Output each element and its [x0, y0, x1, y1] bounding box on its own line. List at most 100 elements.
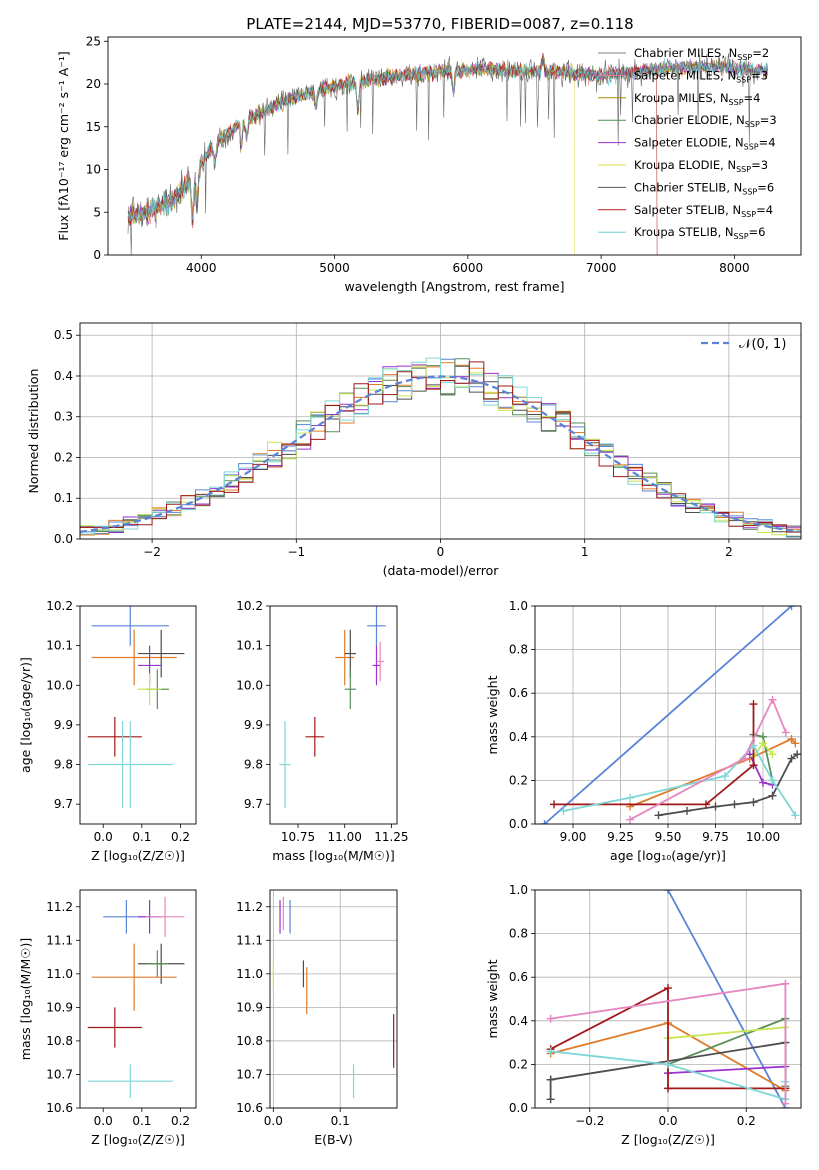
x-tick-label: 6000 [453, 261, 484, 275]
y-tick-label: 9.8 [54, 758, 73, 772]
x-tick-label: 9.00 [560, 830, 587, 844]
x-tick-label: 4000 [186, 261, 217, 275]
series-marker [787, 734, 796, 743]
errorbar-point [87, 720, 173, 809]
x-tick-label: 10.75 [281, 830, 315, 844]
x-axis-label: wavelength [Angstrom, rest frame] [344, 279, 564, 294]
x-tick-label: −2 [143, 545, 161, 559]
series-marker [711, 802, 720, 811]
errorbar-point [145, 950, 169, 978]
legend-entry: Kroupa MILES, NSSP=4 [634, 91, 760, 107]
massweight-vs-Z-axes: −0.2 0.0 0.2 0.0 0.2 0.4 0.6 0.8 1.0 Z [log₁₀(Z/Z… [485, 883, 801, 1147]
errorbar-point [87, 716, 142, 757]
x-axis-label: (data-model)/error [383, 563, 500, 578]
errorbar-point [344, 669, 356, 710]
errorbar-point [145, 896, 185, 937]
errorbar-point [91, 606, 169, 646]
series-line [554, 704, 755, 806]
series-marker [749, 798, 758, 807]
y-axis-label: mass [log₁₀(M/M☉)] [18, 938, 33, 1060]
series-marker [749, 761, 758, 770]
y-tick-label: 9.9 [244, 718, 263, 732]
massweight-vs-Z-frame [534, 889, 802, 1109]
errorbar-point [372, 645, 381, 686]
y-tick-label: 0.5 [54, 328, 73, 342]
x-tick-label: 0.0 [94, 1114, 113, 1128]
x-tick-label: 5000 [319, 261, 350, 275]
y-tick-label: 20 [86, 77, 101, 91]
y-axis-label: mass weight [485, 959, 500, 1038]
y-tick-label: 0.6 [509, 970, 528, 984]
y-tick-label: 0.1 [54, 491, 73, 505]
series-marker [664, 984, 672, 993]
y-tick-label: 10.7 [236, 1067, 263, 1081]
massweight-vs-age-frame [534, 605, 802, 825]
x-axis-label: mass [log₁₀(M/M☉)] [272, 848, 394, 863]
spectrum-marks [127, 52, 768, 255]
series-marker [787, 754, 796, 763]
series-marker [702, 800, 710, 809]
errorbar-point [335, 629, 355, 686]
series-marker [626, 793, 634, 802]
series-marker [768, 776, 777, 785]
series-marker [791, 739, 800, 748]
age-vs-mass-axes: 10.75 11.00 11.25 9.7 9.8 9.9 10.0 10.1 10.2 mass… [236, 599, 408, 863]
y-tick-label: 9.8 [244, 758, 263, 772]
x-tick-label: 9.25 [607, 830, 634, 844]
y-tick-label: 1.0 [509, 883, 528, 897]
y-tick-label: 10.0 [46, 678, 73, 692]
mass-vs-Z-frame [79, 889, 197, 1109]
legend-entry: Chabrier STELIB, NSSP=6 [634, 180, 774, 196]
errorbar-point [305, 716, 325, 757]
x-tick-label: 0.0 [658, 1114, 677, 1128]
x-axis-label: Z [log₁₀(Z/Z☉)] [621, 1132, 715, 1147]
series-line [658, 753, 798, 817]
spectrum-frame [107, 36, 802, 256]
x-tick-label: 11.00 [328, 830, 362, 844]
x-tick-label: 7000 [586, 261, 617, 275]
series-marker [683, 806, 691, 815]
series-line [667, 1026, 786, 1040]
series-marker [768, 695, 777, 704]
y-tick-label: 0.4 [509, 1014, 528, 1028]
y-tick-label: 10.1 [46, 639, 73, 653]
series-marker [787, 606, 796, 610]
x-axis-label: age [log₁₀(age/yr)] [610, 848, 726, 863]
y-tick-label: 0.2 [509, 773, 528, 787]
figure-title: PLATE=2144, MJD=53770, FIBERID=0087, z=0… [246, 15, 633, 33]
x-tick-label: 0.2 [171, 830, 190, 844]
x-tick-label: 0.1 [132, 1114, 151, 1128]
series-line [629, 737, 796, 808]
y-axis-label: Normed distribution [26, 369, 41, 494]
errorbar-point [87, 1007, 142, 1048]
series-marker [768, 791, 777, 800]
y-tick-label: 0.2 [509, 1057, 528, 1071]
x-tick-label: 0.0 [94, 830, 113, 844]
y-tick-label: 0.8 [509, 643, 528, 657]
mass-vs-EBV-axes: 0.0 0.1 10.6 10.7 10.8 10.9 11.0 11.1 11.2 E(B-V) [236, 890, 397, 1147]
y-tick-label: 9.7 [244, 797, 263, 811]
series-marker [546, 1014, 555, 1023]
x-axis-label: Z [log₁₀(Z/Z☉)] [91, 848, 185, 863]
y-tick-label: 0.6 [509, 686, 528, 700]
residual-histogram-frame [79, 322, 802, 540]
spectrum-axes: 4000 5000 6000 7000 8000 0 5 10 15 20 25 wavelength… [56, 34, 750, 294]
y-tick-label: 10.0 [236, 678, 263, 692]
series-marker [540, 820, 549, 824]
legend-entry: Kroupa ELODIE, NSSP=3 [634, 158, 768, 174]
y-tick-label: 9.7 [54, 797, 73, 811]
y-tick-label: 10.9 [236, 1000, 263, 1014]
y-tick-label: 0.3 [54, 410, 73, 424]
age-vs-Z-marks [87, 606, 185, 809]
errorbar-point [138, 629, 185, 678]
series-marker [730, 800, 739, 809]
x-tick-label: 0.1 [331, 1114, 350, 1128]
series-line [543, 606, 793, 824]
series-marker [721, 772, 729, 781]
y-tick-label: 10.2 [236, 599, 263, 613]
legend-entry: Salpeter MILES, NSSP=3 [634, 68, 768, 84]
series-marker [654, 811, 663, 820]
x-tick-label: 0.0 [264, 1114, 283, 1128]
errorbar-point [87, 1064, 173, 1098]
y-tick-label: 15 [86, 120, 101, 134]
